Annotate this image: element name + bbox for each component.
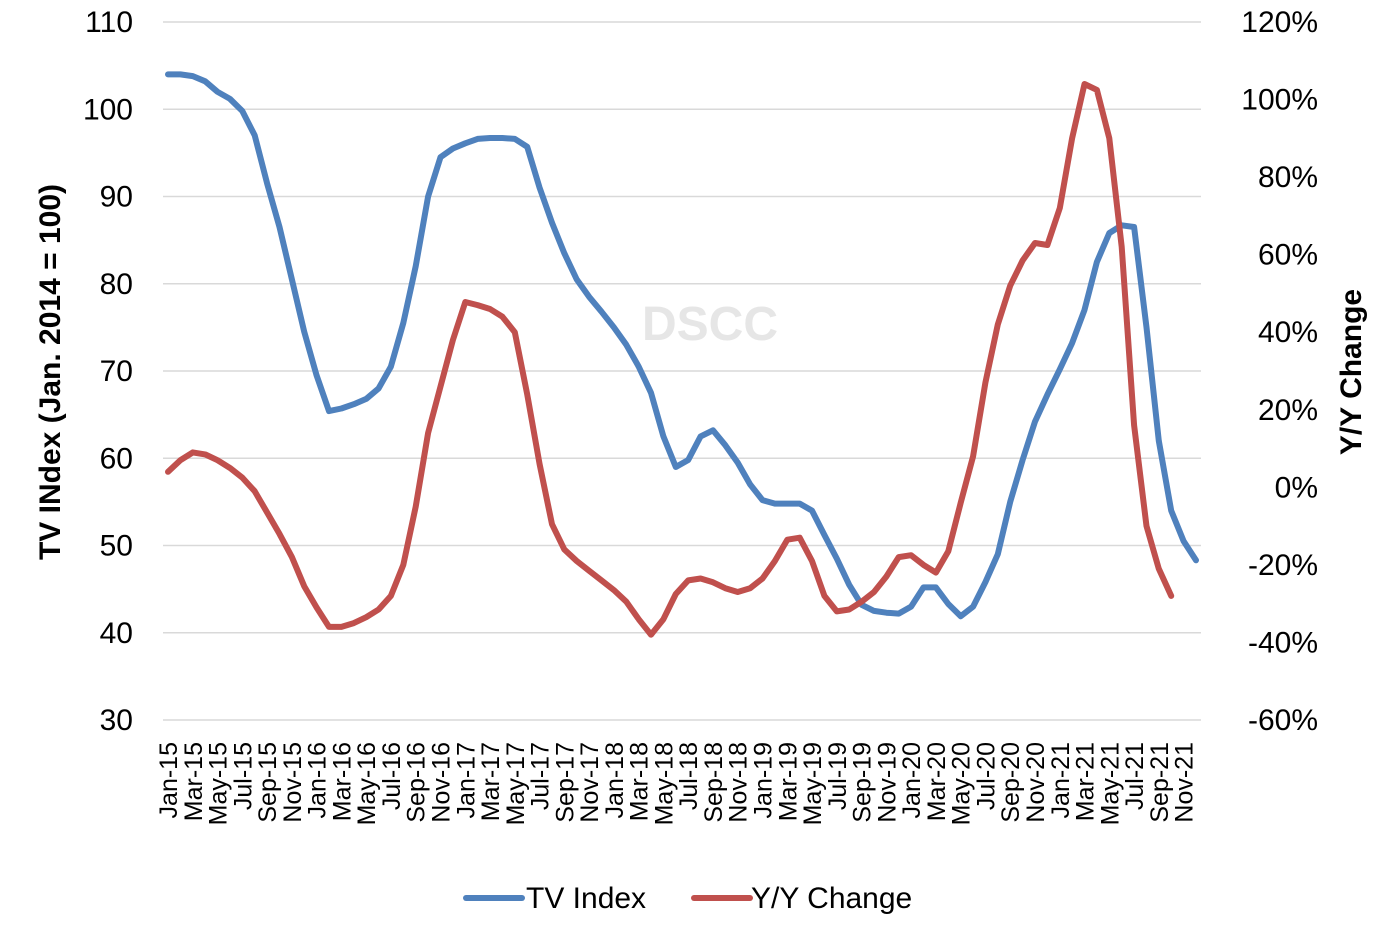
watermark: DSCC [642, 298, 778, 351]
x-tick-label: Sep-21 [1146, 742, 1174, 823]
right-tick-label: -20% [1248, 549, 1318, 582]
x-tick-label: Jul-21 [1121, 742, 1149, 810]
x-tick-label: Mar-15 [180, 742, 208, 821]
x-tick-label: Sep-17 [551, 742, 579, 823]
left-tick-label: 100 [83, 93, 133, 126]
x-tick-label: Jul-18 [675, 742, 703, 810]
right-tick-label: 100% [1241, 84, 1318, 117]
x-tick-label: Mar-21 [1072, 742, 1100, 821]
x-tick-label: Sep-15 [254, 742, 282, 823]
x-tick-label: Nov-19 [873, 742, 901, 823]
x-tick-label: Mar-20 [923, 742, 951, 821]
x-tick-label: Nov-17 [576, 742, 604, 823]
left-tick-label: 50 [100, 530, 133, 563]
x-tick-label: Jul-15 [229, 742, 257, 810]
left-tick-label: 80 [100, 268, 133, 301]
x-tick-label: Jan-21 [1047, 742, 1075, 818]
x-tick-label: Jan-17 [452, 742, 480, 818]
right-axis-title: Y/Y Change [1335, 289, 1368, 455]
x-tick-label: Nov-21 [1171, 742, 1199, 823]
right-tick-label: 80% [1258, 161, 1318, 194]
right-tick-label: 0% [1275, 471, 1318, 504]
x-tick-label: May-20 [948, 742, 976, 825]
x-tick-label: Sep-19 [849, 742, 877, 823]
x-tick-label: May-19 [799, 742, 827, 825]
left-tick-label: 110 [85, 6, 133, 39]
x-tick-label: Mar-17 [477, 742, 505, 821]
x-tick-label: Nov-20 [1022, 742, 1050, 823]
legend-label-yy-change: Y/Y Change [751, 882, 912, 915]
x-tick-label: Jan-15 [155, 742, 183, 818]
x-tick-label: Jul-16 [378, 742, 406, 810]
x-tick-label: Jul-19 [824, 742, 852, 810]
x-tick-label: Nov-18 [725, 742, 753, 823]
legend-label-tv-index: TV Index [526, 882, 646, 915]
series-line-y-y-change [165, 81, 1175, 638]
series-line-tv-index [165, 71, 1199, 620]
x-tick-label: Jan-19 [750, 742, 778, 818]
x-tick-label: Jan-18 [601, 742, 629, 818]
x-tick-label: Mar-19 [774, 742, 802, 821]
right-axis-ticks: 120% 100% 80% 60% 40% 20% 0% -20% -40% -60% [1241, 6, 1318, 737]
right-tick-label: 60% [1258, 239, 1318, 272]
x-tick-label: Nov-15 [279, 742, 307, 823]
right-tick-label: 20% [1258, 394, 1318, 427]
x-tick-label: May-21 [1096, 742, 1124, 825]
x-tick-label: Sep-16 [403, 742, 431, 823]
x-tick-label: May-17 [502, 742, 530, 825]
left-tick-label: 40 [100, 617, 133, 650]
x-tick-label: Sep-20 [997, 742, 1025, 823]
left-tick-label: 60 [100, 442, 133, 475]
x-tick-label: Jul-17 [527, 742, 555, 810]
x-tick-label: Jul-20 [972, 742, 1000, 810]
left-tick-label: 70 [100, 355, 133, 388]
x-tick-label: Jan-20 [898, 742, 926, 818]
right-tick-label: 120% [1241, 6, 1318, 39]
x-tick-label: Sep-18 [700, 742, 728, 823]
legend: TV Index Y/Y Change [463, 882, 912, 915]
x-tick-label: Jan-16 [304, 742, 332, 818]
left-axis-title: TV INdex (Jan. 2014 = 100) [34, 184, 67, 560]
left-axis-ticks: 110 100 90 80 70 60 50 40 30 [83, 6, 133, 737]
x-tick-label: May-16 [353, 742, 381, 825]
series-lines [165, 71, 1199, 638]
x-tick-label: Nov-16 [427, 742, 455, 823]
left-tick-label: 30 [100, 704, 133, 737]
gridlines [163, 21, 1201, 721]
right-tick-label: 40% [1258, 316, 1318, 349]
x-tick-label: May-18 [650, 742, 678, 825]
x-axis-ticks: Jan-15Mar-15May-15Jul-15Sep-15Nov-15Jan-… [155, 742, 1199, 825]
x-tick-label: May-15 [205, 742, 233, 825]
right-tick-label: -40% [1248, 626, 1318, 659]
x-tick-label: Mar-18 [626, 742, 654, 821]
left-tick-label: 90 [100, 181, 133, 214]
right-tick-label: -60% [1248, 704, 1318, 737]
x-tick-label: Mar-16 [328, 742, 356, 821]
